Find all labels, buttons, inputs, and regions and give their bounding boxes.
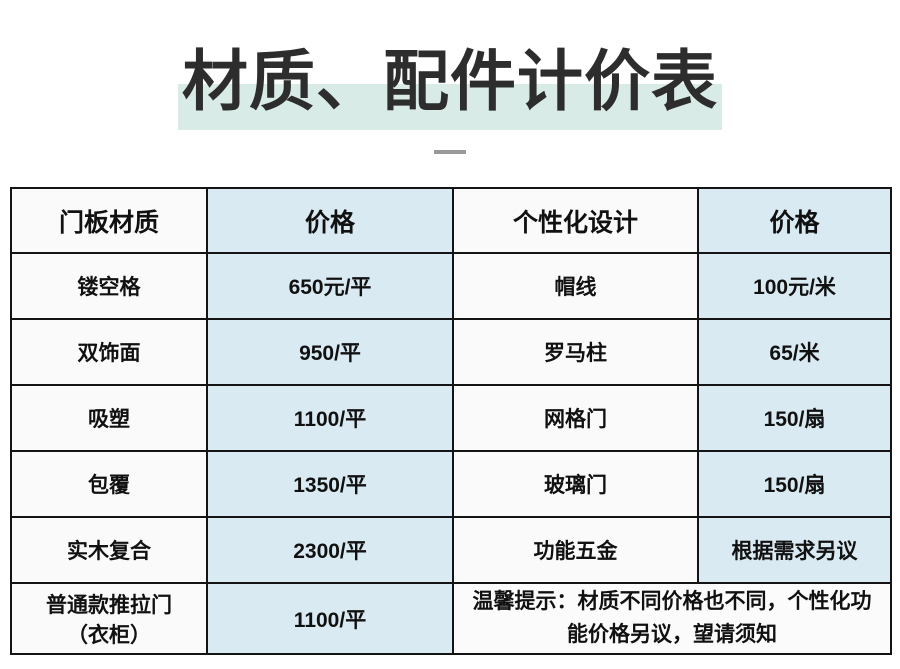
material-cell: 实木复合 <box>10 516 208 584</box>
design-cell: 功能五金 <box>452 516 699 584</box>
header-price-1: 价格 <box>206 187 454 254</box>
material-cell: 吸塑 <box>10 384 208 452</box>
table-row: 普通款推拉门（衣柜） 1100/平 温馨提示：材质不同价格也不同，个性化功能价格另议… <box>10 581 892 656</box>
price-cell: 根据需求另议 <box>697 516 892 584</box>
price-cell: 100元/米 <box>697 252 892 320</box>
table-header-row: 门板材质 价格 个性化设计 价格 <box>10 187 892 254</box>
header-price-2: 价格 <box>697 187 892 254</box>
header-door-material: 门板材质 <box>10 187 208 254</box>
design-cell: 帽线 <box>452 252 699 320</box>
table-row: 镂空格 650元/平 帽线 100元/米 <box>10 252 892 320</box>
price-cell: 150/扇 <box>697 384 892 452</box>
design-cell: 玻璃门 <box>452 450 699 518</box>
design-cell: 罗马柱 <box>452 318 699 386</box>
material-cell: 普通款推拉门（衣柜） <box>10 581 208 656</box>
price-cell: 650元/平 <box>206 252 454 320</box>
title-highlight-band <box>178 84 722 130</box>
table-row: 吸塑 1100/平 网格门 150/扇 <box>10 384 892 452</box>
title-dash <box>434 150 466 154</box>
price-cell: 65/米 <box>697 318 892 386</box>
page-title: 材质、配件计价表 <box>182 44 718 118</box>
price-cell: 1100/平 <box>206 581 454 656</box>
pricing-table: 门板材质 价格 个性化设计 价格 镂空格 650元/平 帽线 100元/米 双饰面 950… <box>10 187 892 656</box>
price-cell: 1350/平 <box>206 450 454 518</box>
price-cell: 2300/平 <box>206 516 454 584</box>
table-row: 双饰面 950/平 罗马柱 65/米 <box>10 318 892 386</box>
material-cell: 镂空格 <box>10 252 208 320</box>
price-cell: 150/扇 <box>697 450 892 518</box>
material-cell: 包覆 <box>10 450 208 518</box>
table-row: 实木复合 2300/平 功能五金 根据需求另议 <box>10 516 892 584</box>
price-cell: 950/平 <box>206 318 454 386</box>
design-cell: 网格门 <box>452 384 699 452</box>
price-cell: 1100/平 <box>206 384 454 452</box>
note-cell: 温馨提示：材质不同价格也不同，个性化功能价格另议，望请须知 <box>452 581 892 656</box>
title-wrap: 材质、配件计价表 <box>178 44 722 130</box>
material-cell: 双饰面 <box>10 318 208 386</box>
header-custom-design: 个性化设计 <box>452 187 699 254</box>
title-section: 材质、配件计价表 <box>0 0 900 154</box>
table-row: 包覆 1350/平 玻璃门 150/扇 <box>10 450 892 518</box>
